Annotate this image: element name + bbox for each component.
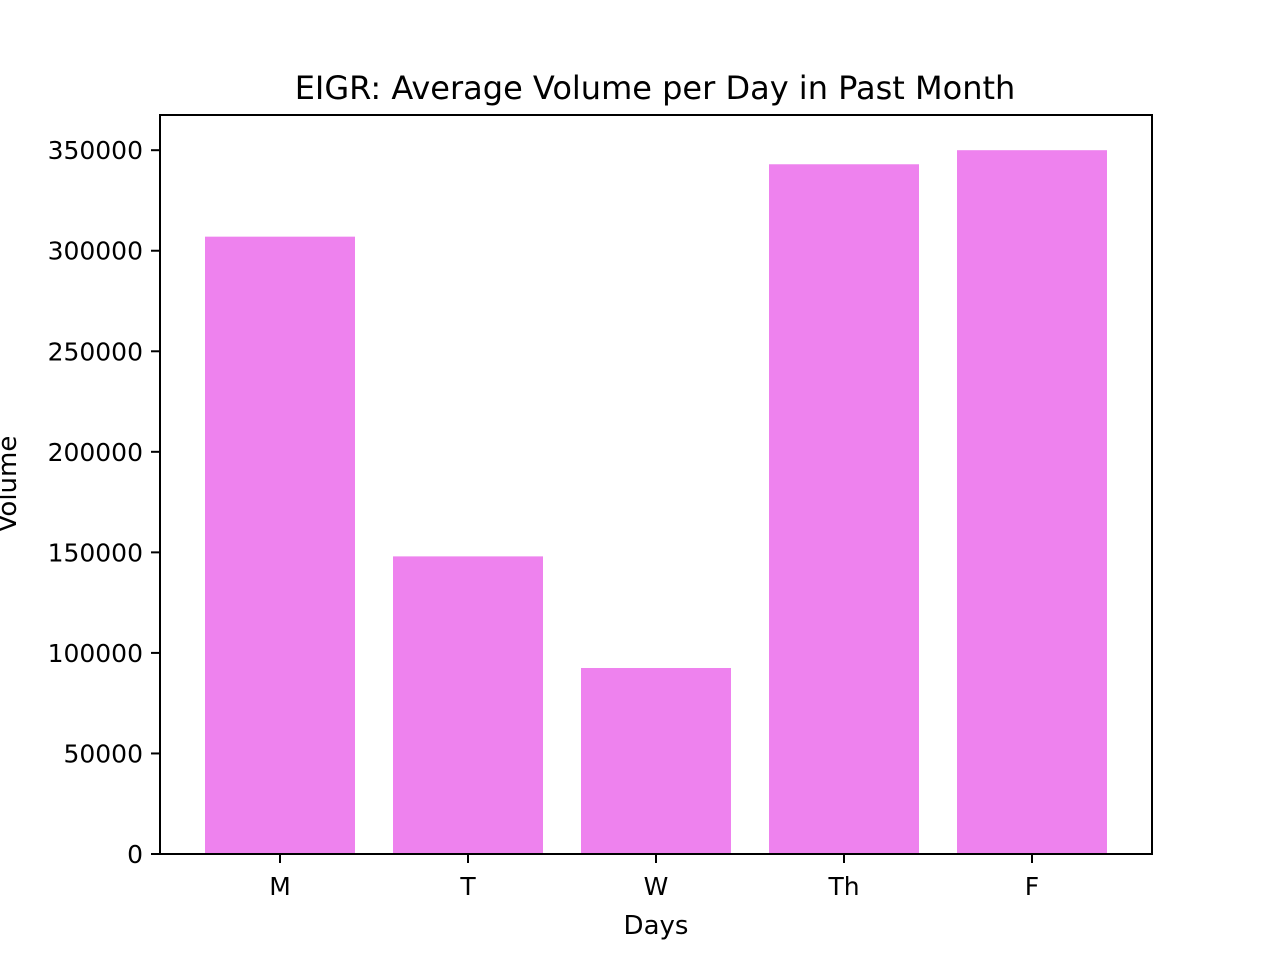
x-axis-ticks: M T W Th F <box>269 854 1039 901</box>
y-axis-ticks: 0 50000 100000 150000 200000 250000 300000 3500… <box>48 136 160 869</box>
y-tick-label: 200000 <box>48 438 143 467</box>
y-tick-label: 150000 <box>48 538 143 567</box>
bars <box>205 150 1107 854</box>
y-tick-label: 350000 <box>48 136 143 165</box>
bar-w <box>581 667 731 854</box>
bar-th <box>769 164 919 854</box>
y-tick-label: 300000 <box>48 237 143 266</box>
x-tick-label: W <box>644 872 669 901</box>
y-tick-label: 0 <box>127 840 143 869</box>
x-tick-label: F <box>1025 872 1039 901</box>
x-tick-label: T <box>459 872 476 901</box>
bar-f <box>957 150 1107 854</box>
chart-title: EIGR: Average Volume per Day in Past Mon… <box>295 69 1016 107</box>
y-tick-label: 100000 <box>48 639 143 668</box>
x-axis-label: Days <box>624 911 689 941</box>
bar-t <box>393 556 543 854</box>
x-tick-label: Th <box>827 872 859 901</box>
y-axis-label: Volume <box>0 436 23 533</box>
x-tick-label: M <box>269 872 291 901</box>
y-tick-label: 50000 <box>63 739 143 768</box>
plot-frame <box>159 114 1153 855</box>
y-tick-label: 250000 <box>48 337 143 366</box>
bar-m <box>205 236 355 854</box>
